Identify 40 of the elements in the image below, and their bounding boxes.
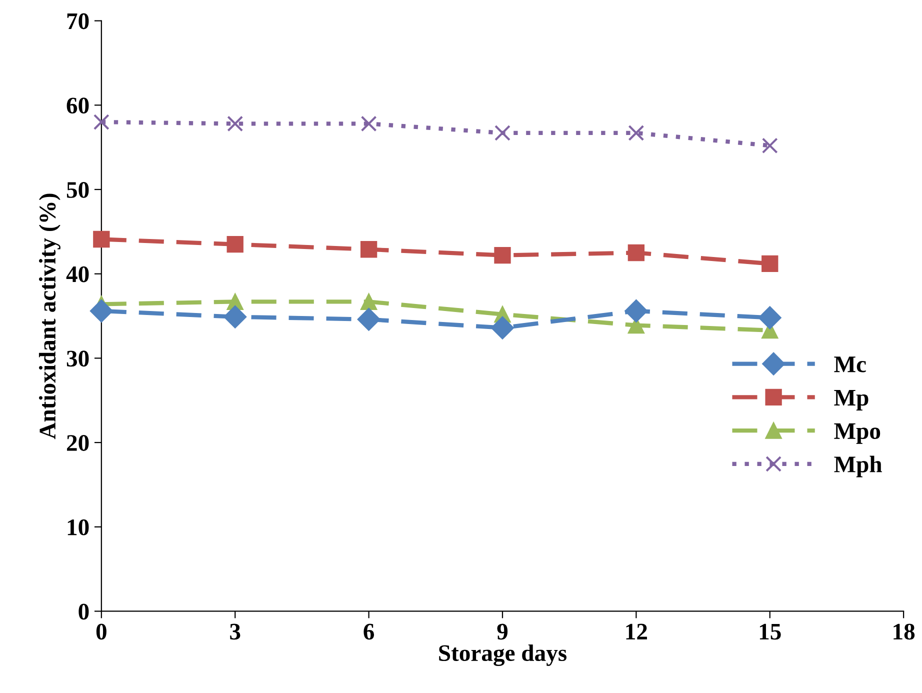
y-axis-title: Antioxidant activity (%) <box>38 194 60 440</box>
legend-label: Mc <box>834 356 866 372</box>
x-tick-label: 18 <box>894 624 915 640</box>
y-tick-label: 0 <box>78 604 89 620</box>
legend-label: Mph <box>834 456 882 478</box>
legend-label: Mpo <box>834 423 880 444</box>
point <box>357 308 380 331</box>
point <box>758 306 782 330</box>
point <box>227 116 244 132</box>
y-tick-label: 20 <box>66 435 89 451</box>
point <box>490 316 514 340</box>
y-tick-label: 30 <box>66 350 89 367</box>
point <box>628 124 644 141</box>
point <box>628 244 645 262</box>
x-tick-label: 3 <box>230 624 240 640</box>
point <box>494 246 511 264</box>
legend-label: Mp <box>834 390 868 410</box>
point <box>762 138 778 154</box>
point <box>360 241 378 258</box>
y-tick-label: 70 <box>67 13 89 30</box>
point <box>93 114 110 130</box>
x-tick-label: 6 <box>364 624 374 640</box>
point <box>93 230 110 248</box>
y-tick-label: 10 <box>68 519 89 536</box>
point <box>360 116 377 132</box>
point <box>226 236 244 253</box>
y-tick-label: 60 <box>66 98 89 114</box>
y-tick-label: 50 <box>66 182 89 198</box>
point <box>762 255 778 272</box>
point <box>224 305 247 328</box>
point <box>624 299 648 322</box>
x-tick-label: 12 <box>626 624 647 640</box>
point <box>90 299 113 322</box>
x-axis-title: Storage days <box>439 644 567 666</box>
x-tick-label: 9 <box>497 624 508 640</box>
point <box>360 293 378 310</box>
x-tick-label: 0 <box>96 624 106 640</box>
y-tick-label: 40 <box>66 266 89 282</box>
point <box>494 124 510 141</box>
x-tick-label: 15 <box>760 624 781 640</box>
